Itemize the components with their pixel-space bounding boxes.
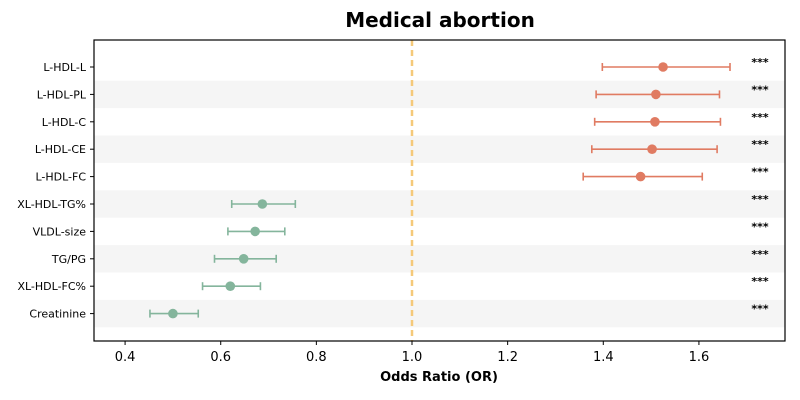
x-tick-label: 0.8: [306, 350, 327, 365]
y-tick-label: VLDL-size: [33, 225, 87, 238]
point-estimate: [225, 281, 236, 292]
y-tick-label: XL-HDL-FC%: [17, 280, 86, 293]
y-tick-label: L-HDL-FC: [35, 171, 86, 184]
point-estimate: [238, 253, 249, 264]
x-tick-label: 0.4: [115, 350, 136, 365]
x-tick-label: 1.0: [402, 350, 423, 365]
significance-label: ***: [751, 56, 769, 69]
y-tick-label: L-HDL-PL: [37, 88, 87, 101]
point-estimate: [651, 89, 661, 100]
significance-label: ***: [751, 220, 769, 233]
row-band: [94, 245, 785, 273]
x-tick-label: 1.4: [593, 350, 614, 365]
significance-label: ***: [751, 275, 769, 288]
plot-frame: [93, 39, 786, 342]
y-tick-label: L-HDL-L: [43, 61, 87, 74]
significance-label: ***: [751, 83, 769, 96]
y-tick-label: Creatinine: [29, 308, 86, 321]
y-tick-label: L-HDL-CE: [35, 143, 86, 156]
x-axis-label: Odds Ratio (OR): [380, 370, 498, 385]
point-estimate: [635, 171, 646, 182]
significance-label: ***: [751, 166, 769, 179]
point-estimate: [647, 144, 657, 154]
x-tick-label: 1.2: [497, 350, 518, 365]
point-estimate: [650, 117, 660, 127]
significance-label: ***: [751, 193, 769, 206]
point-estimate: [168, 308, 178, 319]
significance-label: ***: [751, 303, 769, 316]
y-tick-label: L-HDL-C: [42, 116, 87, 129]
significance-label: ***: [751, 111, 769, 124]
point-estimate: [250, 226, 260, 237]
significance-label: ***: [751, 248, 769, 261]
y-tick-label: TG/PG: [51, 253, 86, 266]
x-tick-label: 1.6: [689, 350, 710, 365]
y-tick-label: XL-HDL-TG%: [17, 198, 86, 211]
point-estimate: [257, 199, 268, 209]
point-estimate: [658, 62, 668, 72]
significance-label: ***: [751, 138, 769, 151]
chart-title: Medical abortion: [345, 8, 535, 32]
row-band: [94, 299, 785, 328]
x-tick-label: 0.6: [210, 350, 231, 365]
row-band: [94, 190, 785, 218]
